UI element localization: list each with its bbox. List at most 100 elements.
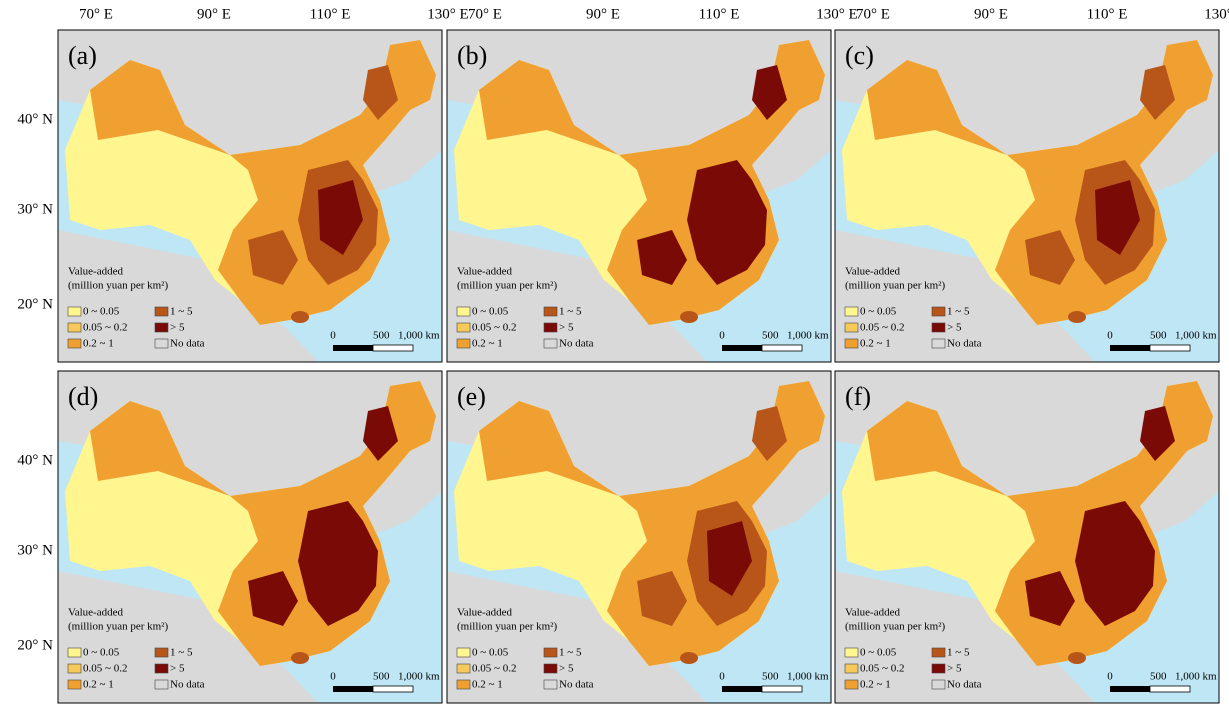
- china-north-band: [867, 401, 1007, 496]
- scale-label: 0: [330, 671, 336, 683]
- legend-swatch: [844, 322, 859, 333]
- legend-swatch: [154, 663, 169, 674]
- scale-bar-black: [722, 686, 762, 692]
- legend-subtitle: (million yuan per km²): [457, 621, 557, 633]
- neighbor-land: [447, 571, 707, 703]
- dense-region: [248, 230, 298, 285]
- panel-frame: [57, 370, 443, 704]
- legend-swatch: [154, 306, 169, 317]
- legend-swatch: [456, 338, 471, 349]
- scale-bar-white: [761, 344, 803, 352]
- legend-label: 0 ~ 0.05: [860, 647, 897, 659]
- legend-label: 0.05 ~ 0.2: [860, 663, 904, 675]
- china-north-band: [90, 60, 230, 155]
- legend-label: > 5: [559, 322, 574, 334]
- dense-region: [363, 65, 398, 120]
- longitude-label: 130° E: [427, 6, 468, 22]
- legend-label: 1 ~ 5: [947, 306, 970, 318]
- scale-bar-white: [1149, 344, 1191, 352]
- legend-title: Value-added: [845, 607, 900, 619]
- dense-region: [637, 230, 687, 285]
- scale-bar-black: [722, 345, 762, 351]
- scale-label: 0: [1107, 671, 1113, 683]
- map-panel: (f) Value-added (million yuan per km²) 0 ~ …: [834, 370, 1220, 704]
- neighbor-land: [447, 230, 707, 362]
- legend-swatch: [931, 306, 946, 317]
- legend-swatch: [456, 663, 471, 674]
- latitude-label: 40° N: [17, 111, 53, 127]
- legend-label: 0.05 ~ 0.2: [860, 322, 904, 334]
- dense-region: [248, 571, 298, 626]
- legend-swatch: [154, 322, 169, 333]
- scale-label: 1,000 km: [787, 671, 829, 683]
- legend-title: Value-added: [457, 266, 512, 278]
- legend-swatch: [931, 647, 946, 658]
- longitude-label: 90° E: [197, 6, 231, 22]
- legend-label: 1 ~ 5: [170, 306, 193, 318]
- legend-swatch: [844, 679, 859, 690]
- longitude-label: 70° E: [79, 6, 113, 22]
- legend-label: No data: [947, 338, 982, 350]
- scale-label: 0: [1107, 330, 1113, 342]
- longitude-label: 130° E: [816, 6, 857, 22]
- dense-core: [1095, 521, 1140, 596]
- legend-swatch: [543, 679, 558, 690]
- latitude-label: 30° N: [17, 201, 53, 217]
- legend-swatch: [456, 306, 471, 317]
- legend-label: > 5: [947, 663, 962, 675]
- longitude-label: 110° E: [310, 6, 351, 22]
- map-panel: (a) Value-added (million yuan per km²) 0 ~ …: [57, 29, 443, 363]
- scale-label: 1,000 km: [1175, 330, 1217, 342]
- legend-swatch: [844, 663, 859, 674]
- neighbor-land: [58, 571, 318, 703]
- legend-label: No data: [559, 338, 594, 350]
- dense-core: [318, 180, 363, 255]
- legend-swatch: [154, 338, 169, 349]
- scale-label: 1,000 km: [398, 671, 440, 683]
- hainan: [291, 311, 309, 323]
- neighbor-land: [58, 230, 318, 362]
- china-north-band: [867, 60, 1007, 155]
- legend-label: 0.05 ~ 0.2: [472, 663, 516, 675]
- scale-label: 0: [330, 330, 336, 342]
- legend-label: 0 ~ 0.05: [860, 306, 897, 318]
- scale-bar-white: [761, 685, 803, 693]
- scale-bar-black: [333, 686, 373, 692]
- panel-frame: [834, 370, 1220, 704]
- legend-label: > 5: [559, 663, 574, 675]
- legend-label: 1 ~ 5: [170, 647, 193, 659]
- scale-bar-white: [372, 685, 414, 693]
- panel-frame: [57, 29, 443, 363]
- legend-swatch: [154, 679, 169, 690]
- legend-label: 0.05 ~ 0.2: [83, 322, 127, 334]
- legend-label: 0 ~ 0.05: [472, 306, 509, 318]
- scale-label: 500: [1150, 671, 1167, 683]
- legend-swatch: [543, 338, 558, 349]
- legend-title: Value-added: [457, 607, 512, 619]
- legend-subtitle: (million yuan per km²): [68, 621, 168, 633]
- dense-core: [707, 180, 752, 255]
- china-north-band: [90, 401, 230, 496]
- legend-title: Value-added: [68, 266, 123, 278]
- map-panel: (b) Value-added (million yuan per km²) 0 ~ …: [446, 29, 832, 363]
- scale-label: 1,000 km: [398, 330, 440, 342]
- panel-label: (e): [457, 382, 486, 411]
- legend-title: Value-added: [68, 607, 123, 619]
- dense-core: [707, 521, 752, 596]
- legend-label: 0.2 ~ 1: [83, 338, 114, 350]
- map-panel: (c) Value-added (million yuan per km²) 0 ~ …: [834, 29, 1220, 363]
- panel-frame: [446, 29, 832, 363]
- hainan: [1068, 652, 1086, 664]
- latitude-label: 40° N: [17, 452, 53, 468]
- legend-swatch: [456, 679, 471, 690]
- dense-region: [1025, 230, 1075, 285]
- scale-bar-black: [333, 345, 373, 351]
- legend-swatch: [67, 306, 82, 317]
- legend-label: > 5: [947, 322, 962, 334]
- hainan: [1068, 311, 1086, 323]
- legend-swatch: [543, 663, 558, 674]
- latitude-label: 30° N: [17, 542, 53, 558]
- scale-bar-white: [372, 344, 414, 352]
- neighbor-land: [835, 571, 1095, 703]
- legend-swatch: [456, 322, 471, 333]
